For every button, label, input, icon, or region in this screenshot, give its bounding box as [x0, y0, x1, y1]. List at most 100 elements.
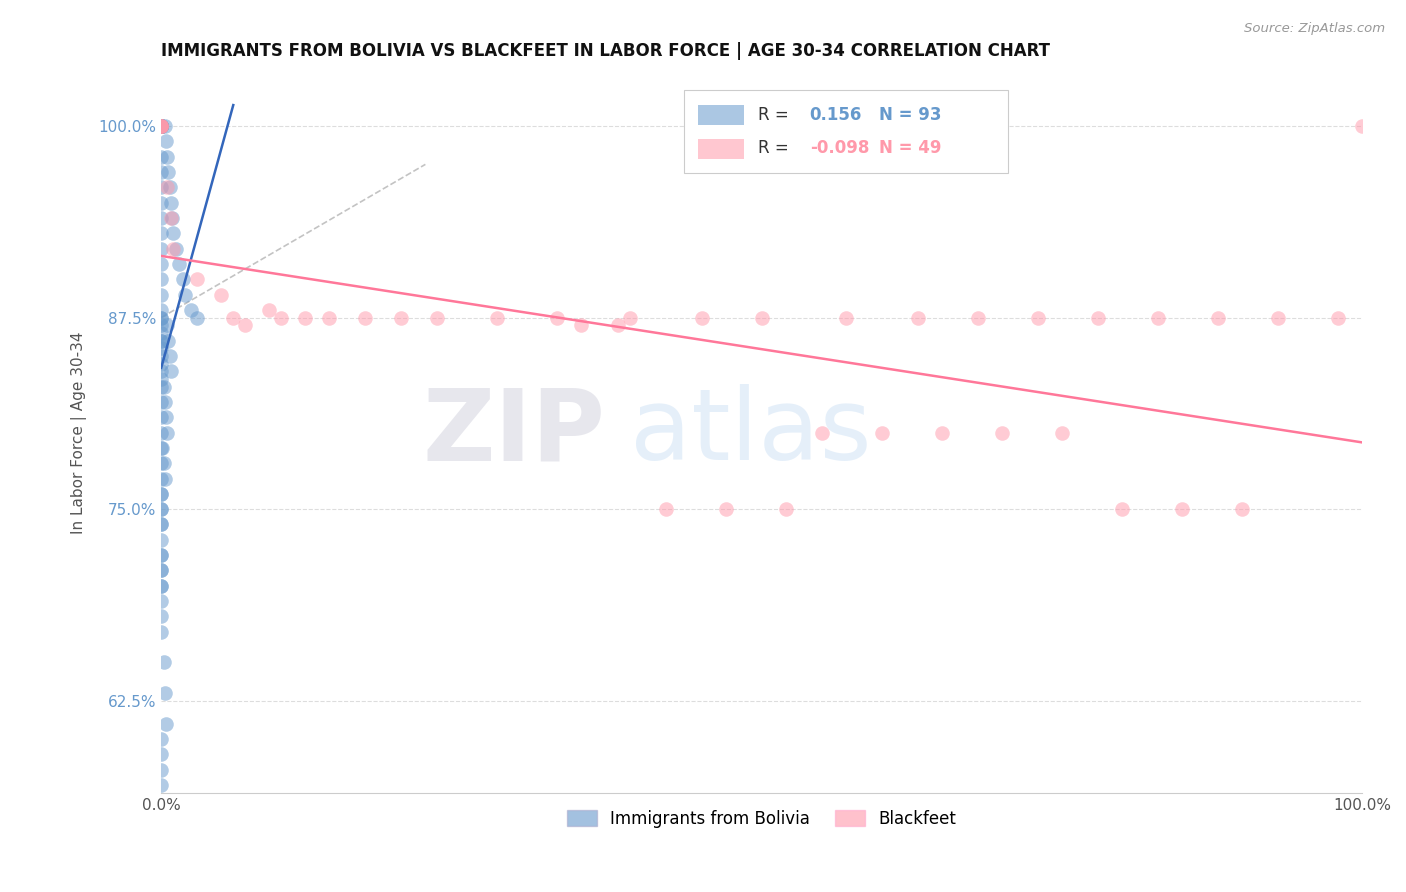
- Point: [931, 425, 953, 440]
- Point: [209, 287, 232, 301]
- Point: [990, 425, 1012, 440]
- Point: [1327, 310, 1350, 325]
- Point: [150, 119, 173, 133]
- Point: [1206, 310, 1229, 325]
- FancyBboxPatch shape: [697, 138, 744, 159]
- Point: [654, 502, 676, 516]
- Point: [1267, 310, 1289, 325]
- Point: [160, 211, 183, 225]
- Point: [159, 364, 181, 378]
- Point: [150, 119, 173, 133]
- Point: [159, 195, 181, 210]
- Point: [486, 310, 509, 325]
- Point: [155, 716, 177, 731]
- Point: [150, 119, 173, 133]
- Point: [150, 548, 173, 562]
- Point: [174, 287, 197, 301]
- Point: [150, 410, 173, 425]
- Point: [150, 487, 173, 501]
- Point: [150, 119, 173, 133]
- Point: [150, 357, 173, 371]
- Point: [150, 731, 173, 746]
- Text: N = 93: N = 93: [879, 106, 942, 124]
- Point: [150, 517, 173, 532]
- Point: [354, 310, 377, 325]
- Point: [150, 242, 173, 256]
- Point: [150, 372, 173, 386]
- Point: [714, 502, 737, 516]
- Point: [150, 349, 173, 363]
- Point: [1111, 502, 1133, 516]
- Point: [1230, 502, 1253, 516]
- FancyBboxPatch shape: [683, 90, 1008, 173]
- Point: [270, 310, 292, 325]
- Point: [259, 302, 281, 317]
- Point: [810, 425, 832, 440]
- Point: [1147, 310, 1170, 325]
- Point: [150, 119, 173, 133]
- Point: [153, 686, 176, 700]
- Point: [150, 310, 173, 325]
- Point: [150, 334, 173, 348]
- Point: [150, 119, 173, 133]
- Point: [156, 425, 179, 440]
- Point: [157, 334, 180, 348]
- Point: [1351, 119, 1374, 133]
- Point: [150, 257, 173, 271]
- Point: [150, 150, 173, 164]
- Point: [157, 165, 180, 179]
- Point: [150, 594, 173, 608]
- Point: [150, 517, 173, 532]
- Point: [150, 334, 173, 348]
- Point: [150, 379, 173, 393]
- Point: [907, 310, 929, 325]
- Point: [150, 747, 173, 762]
- Text: R =: R =: [758, 106, 789, 124]
- Point: [150, 119, 173, 133]
- Point: [150, 579, 173, 593]
- Point: [162, 227, 184, 241]
- Point: [150, 487, 173, 501]
- Point: [150, 341, 173, 355]
- Point: [150, 364, 173, 378]
- Point: [186, 310, 208, 325]
- Point: [150, 227, 173, 241]
- Point: [233, 318, 256, 333]
- Point: [834, 310, 856, 325]
- Point: [690, 310, 713, 325]
- Point: [870, 808, 893, 822]
- Point: [150, 211, 173, 225]
- Point: [186, 272, 208, 286]
- Point: [162, 242, 184, 256]
- Point: [159, 211, 181, 225]
- Point: [1171, 502, 1194, 516]
- Point: [150, 287, 173, 301]
- Text: atlas: atlas: [630, 384, 872, 481]
- Point: [150, 456, 173, 470]
- Point: [150, 119, 173, 133]
- Point: [870, 425, 893, 440]
- Point: [150, 165, 173, 179]
- Point: [150, 441, 173, 455]
- Point: [150, 180, 173, 194]
- Point: [150, 119, 173, 133]
- Point: [426, 310, 449, 325]
- Point: [153, 471, 176, 485]
- Point: [152, 379, 174, 393]
- Point: [619, 310, 641, 325]
- Point: [152, 456, 174, 470]
- Point: [150, 778, 173, 792]
- Point: [150, 502, 173, 516]
- Point: [546, 310, 568, 325]
- Text: Source: ZipAtlas.com: Source: ZipAtlas.com: [1244, 22, 1385, 36]
- Point: [318, 310, 340, 325]
- FancyBboxPatch shape: [697, 105, 744, 125]
- Point: [751, 310, 773, 325]
- Point: [180, 302, 202, 317]
- Point: [150, 609, 173, 624]
- Point: [571, 318, 593, 333]
- Point: [294, 310, 316, 325]
- Point: [150, 119, 173, 133]
- Point: [156, 150, 179, 164]
- Point: [1087, 310, 1109, 325]
